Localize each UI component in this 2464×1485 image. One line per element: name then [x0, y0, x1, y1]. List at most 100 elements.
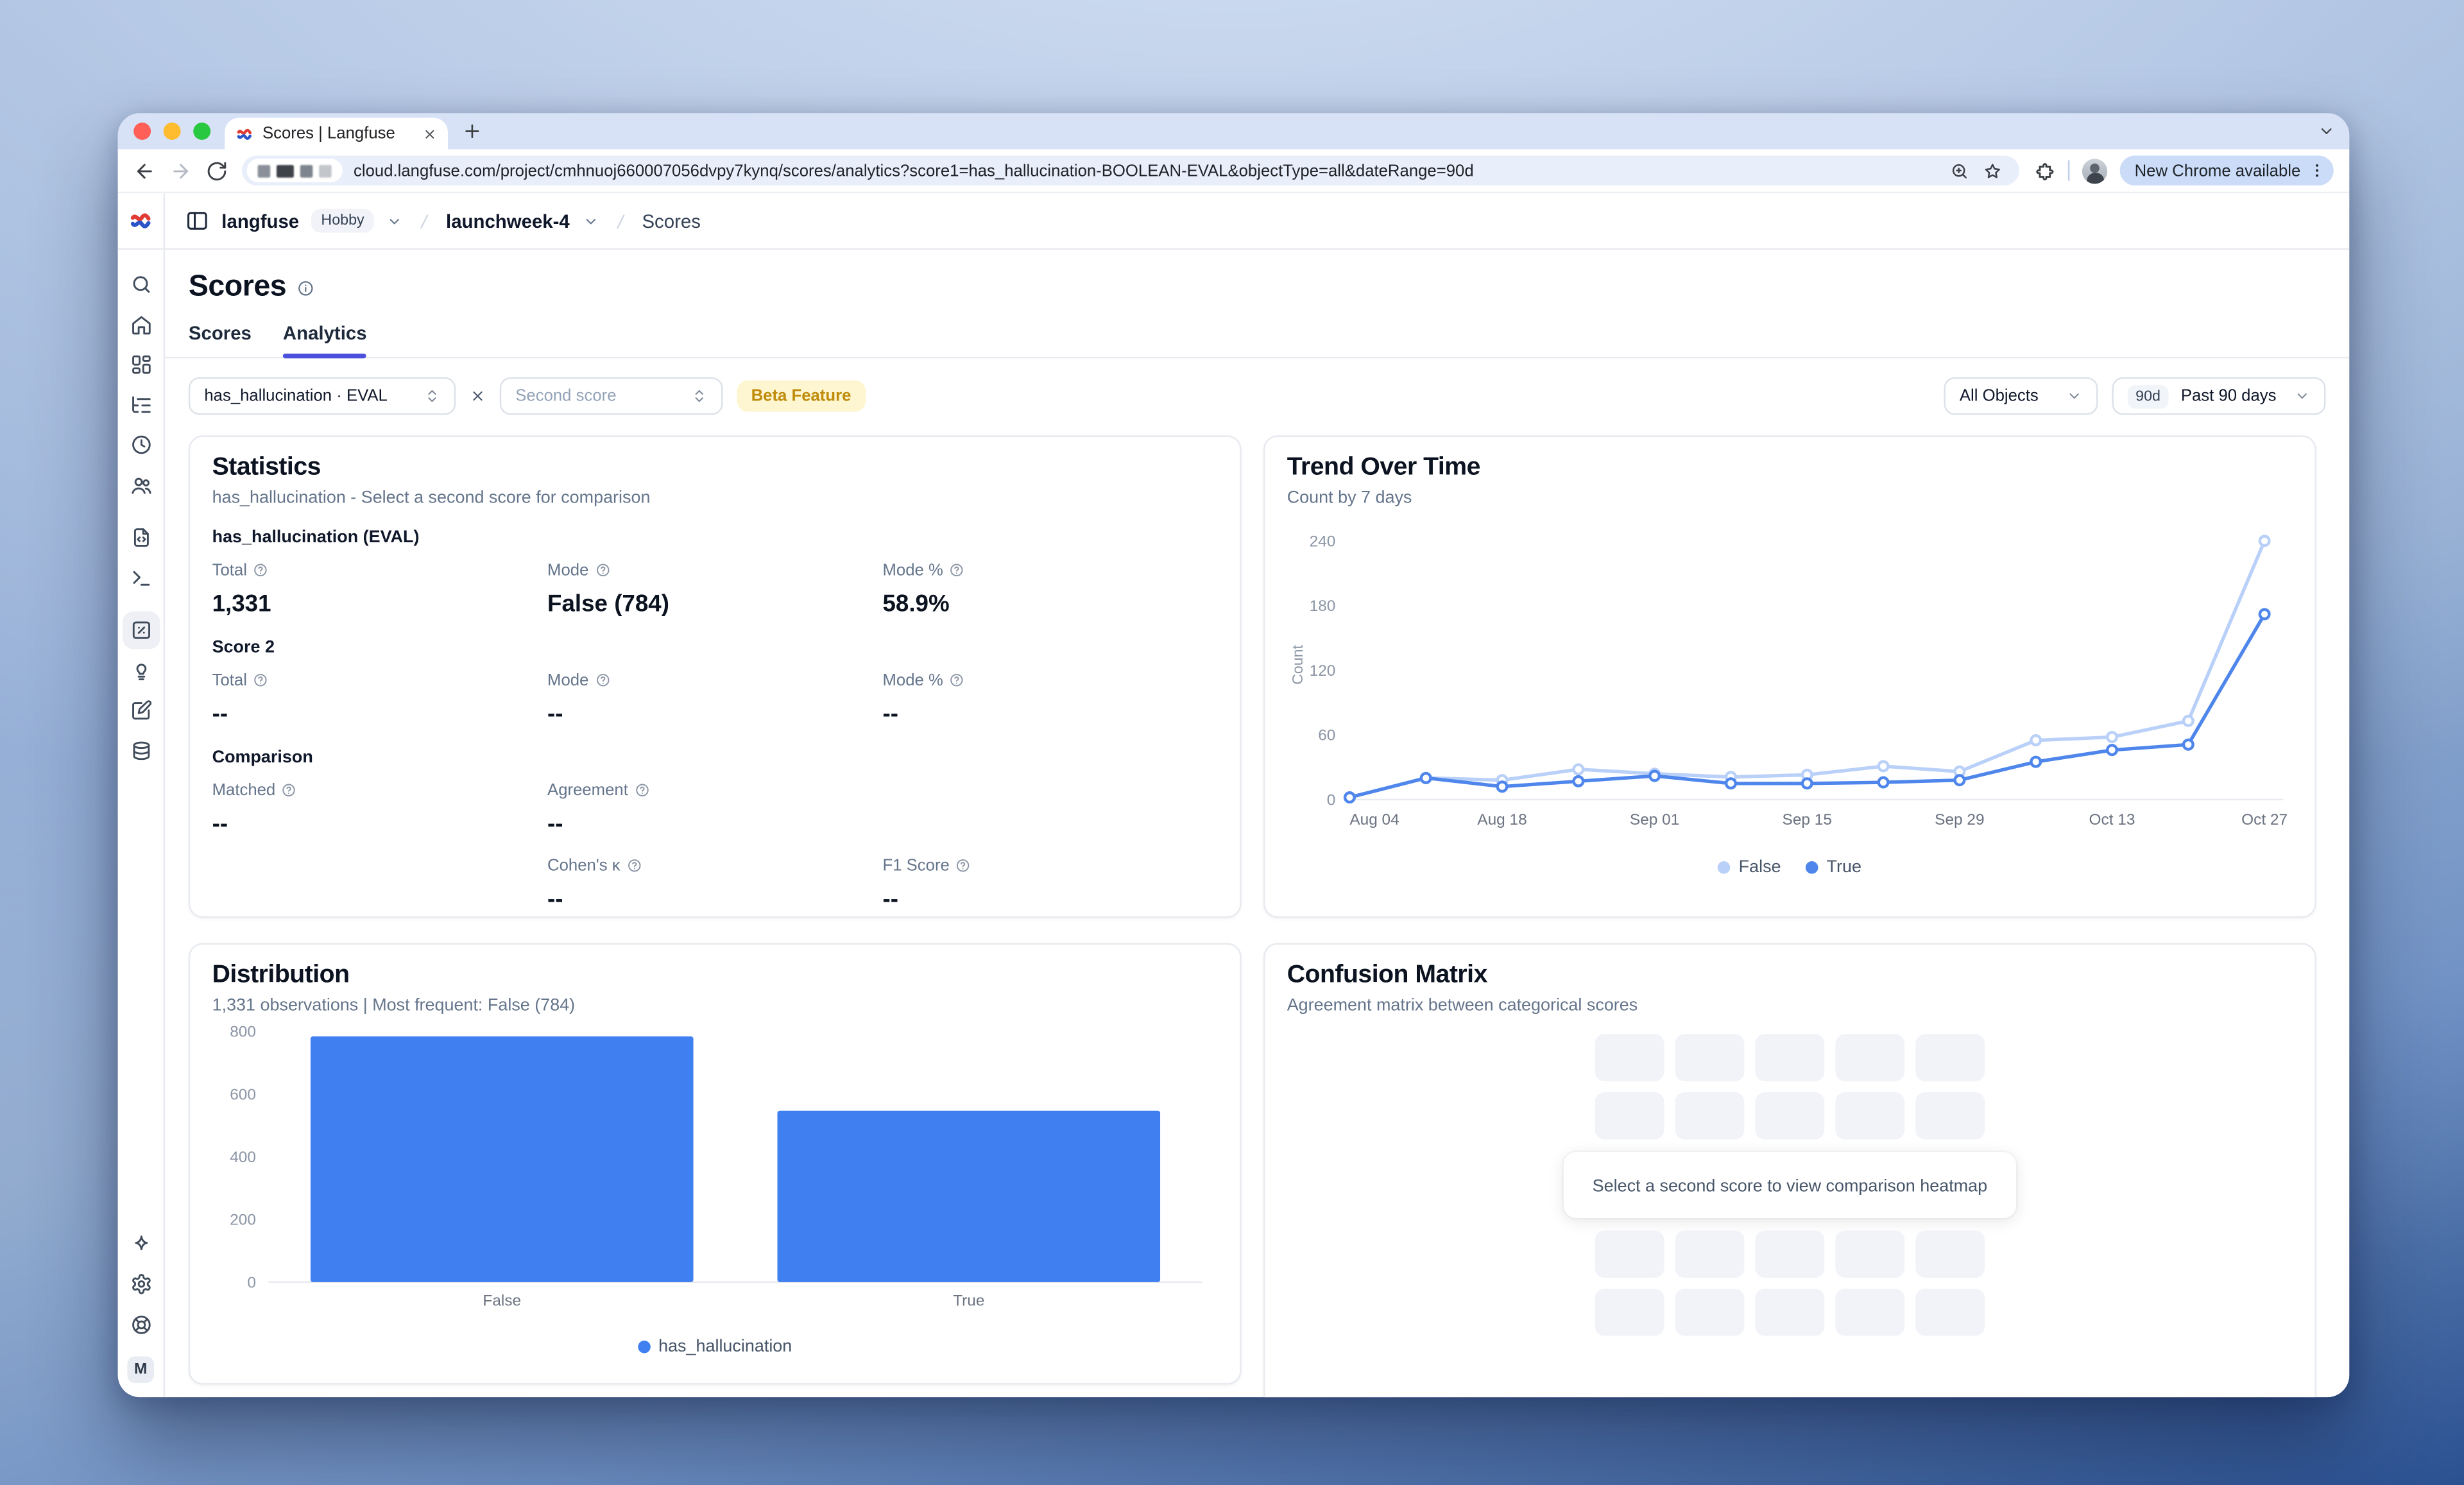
- sidebar-item-playground[interactable]: [122, 559, 160, 597]
- sidebar-item-dashboards[interactable]: [122, 346, 160, 384]
- main-content: Scores Scores Analytics has_hallucinatio…: [165, 250, 2350, 1398]
- forward-icon[interactable]: [169, 160, 191, 182]
- help-icon[interactable]: [956, 859, 971, 873]
- sidebar-item-whats-new[interactable]: [122, 1225, 160, 1263]
- browser-tab-active[interactable]: Scores | Langfuse: [225, 117, 448, 150]
- trend-title: Trend Over Time: [1287, 454, 1481, 481]
- confusion-placeholder-cell: [1595, 1289, 1664, 1336]
- svg-text:0: 0: [1327, 791, 1336, 809]
- toolbar-divider: [2068, 160, 2071, 181]
- help-icon[interactable]: [595, 563, 610, 578]
- sidebar-item-home[interactable]: [122, 305, 160, 343]
- help-icon[interactable]: [950, 563, 964, 578]
- sidebar-bottom: M: [122, 1225, 160, 1384]
- help-icon[interactable]: [595, 673, 610, 688]
- legend-dot: [638, 1340, 651, 1353]
- stat-mode: Mode False (784): [547, 561, 669, 618]
- confusion-placeholder-cell: [1595, 1230, 1664, 1278]
- sidebar-item-prompts[interactable]: [122, 519, 160, 556]
- user-avatar[interactable]: M: [127, 1356, 155, 1384]
- extensions-icon[interactable]: [2034, 160, 2056, 182]
- help-icon[interactable]: [626, 859, 641, 873]
- sidebar-item-scores[interactable]: [121, 611, 160, 649]
- url-text: cloud.langfuse.com/project/cmhnuoj660007…: [354, 161, 1474, 180]
- sidebar-item-support[interactable]: [122, 1305, 160, 1343]
- org-chevron-icon[interactable]: [386, 213, 402, 228]
- trend-card: Trend Over Time Count by 7 days 0 60 120 18…: [1263, 435, 2316, 918]
- filter-row: has_hallucination · EVAL Second score Be…: [188, 377, 2326, 415]
- svg-text:Aug 04: Aug 04: [1349, 811, 1399, 828]
- stat-agreement: Agreement --: [547, 781, 882, 837]
- help-icon[interactable]: [635, 783, 649, 798]
- zoom-page-icon[interactable]: [1951, 161, 1969, 180]
- sidebar-item-datasets[interactable]: [122, 732, 160, 769]
- project-chevron-icon[interactable]: [582, 213, 597, 228]
- tab-search-chevron-icon[interactable]: [2318, 123, 2335, 140]
- sidebar-item-search[interactable]: [122, 266, 160, 304]
- sidebar-item-settings[interactable]: [122, 1265, 160, 1303]
- object-filter-select[interactable]: All Objects: [1944, 377, 2098, 415]
- list-tree-icon: [131, 395, 150, 413]
- score1-select[interactable]: has_hallucination · EVAL: [188, 377, 456, 415]
- distribution-card: Distribution 1,331 observations | Most f…: [188, 943, 1242, 1385]
- profile-avatar[interactable]: [2082, 158, 2108, 184]
- new-tab-button[interactable]: [462, 121, 483, 142]
- redacted-site-icons: [246, 159, 343, 183]
- score2-select[interactable]: Second score: [499, 377, 723, 415]
- svg-text:240: 240: [1310, 533, 1336, 550]
- close-window-button[interactable]: [133, 123, 151, 140]
- trend-subtitle: Count by 7 days: [1287, 488, 1412, 508]
- langfuse-favicon: [237, 128, 252, 139]
- help-icon[interactable]: [282, 783, 296, 798]
- back-icon[interactable]: [133, 160, 155, 182]
- score-percent-icon: [132, 621, 150, 639]
- stat-total-2: Total --: [212, 671, 547, 728]
- chrome-update-label: New Chrome available: [2134, 161, 2301, 180]
- tab-analytics[interactable]: Analytics: [282, 322, 368, 359]
- sidebar-rail: M: [118, 250, 166, 1398]
- langfuse-logo[interactable]: [118, 193, 166, 248]
- minimize-window-button[interactable]: [163, 123, 181, 140]
- org-name[interactable]: langfuse: [221, 209, 300, 232]
- url-bar[interactable]: cloud.langfuse.com/project/cmhnuoj660007…: [242, 155, 2020, 185]
- date-range-select[interactable]: 90d Past 90 days: [2112, 377, 2326, 415]
- trend-legend: False True: [1287, 858, 2293, 877]
- breadcrumb-slash: [616, 214, 624, 228]
- sidebar-toggle-icon[interactable]: [185, 209, 209, 233]
- confusion-placeholder-cell: [1835, 1289, 1905, 1336]
- stat-mode-pct: Mode % 58.9%: [882, 561, 1217, 617]
- confusion-placeholder-cell: [1835, 1230, 1905, 1278]
- close-tab-icon[interactable]: [423, 126, 437, 141]
- browser-window: Scores | Langfuse cloud.langfuse.com/pro…: [117, 113, 2350, 1398]
- project-name[interactable]: launchweek-4: [446, 209, 570, 232]
- sidebar-item-users[interactable]: [122, 466, 160, 504]
- sidebar-item-annotation[interactable]: [122, 692, 160, 730]
- reload-icon[interactable]: [206, 160, 228, 182]
- confusion-placeholder-cell: [1915, 1289, 1985, 1336]
- remove-score-icon[interactable]: [470, 388, 485, 404]
- confusion-placeholder-cell: [1835, 1034, 1905, 1081]
- zoom-window-button[interactable]: [193, 123, 211, 140]
- app-header: langfuse Hobby launchweek-4 Scores: [117, 193, 2350, 250]
- bookmark-star-icon[interactable]: [1983, 161, 2002, 180]
- help-icon[interactable]: [253, 563, 268, 578]
- sidebar-item-sessions[interactable]: [122, 426, 160, 464]
- tab-scores[interactable]: Scores: [188, 322, 252, 345]
- svg-text:180: 180: [1310, 597, 1336, 615]
- help-icon[interactable]: [253, 673, 268, 688]
- stat-mode-pct-2: Mode % --: [882, 671, 1217, 728]
- menu-kebab-icon[interactable]: [2309, 162, 2326, 179]
- svg-text:60: 60: [1318, 727, 1335, 744]
- chrome-update-pill[interactable]: New Chrome available: [2120, 155, 2334, 185]
- svg-text:600: 600: [230, 1086, 256, 1103]
- toolbar-right: New Chrome available: [2034, 155, 2334, 185]
- sidebar-item-tracing[interactable]: [122, 386, 160, 424]
- info-icon[interactable]: [297, 279, 314, 296]
- chevron-down-icon: [2069, 393, 2079, 399]
- lightbulb-icon: [135, 663, 146, 680]
- sidebar-item-evaluation[interactable]: [122, 651, 160, 689]
- score1-section-heading: has_hallucination (EVAL): [212, 528, 420, 547]
- stat-mode-2: Mode --: [547, 671, 882, 728]
- help-icon[interactable]: [950, 673, 964, 688]
